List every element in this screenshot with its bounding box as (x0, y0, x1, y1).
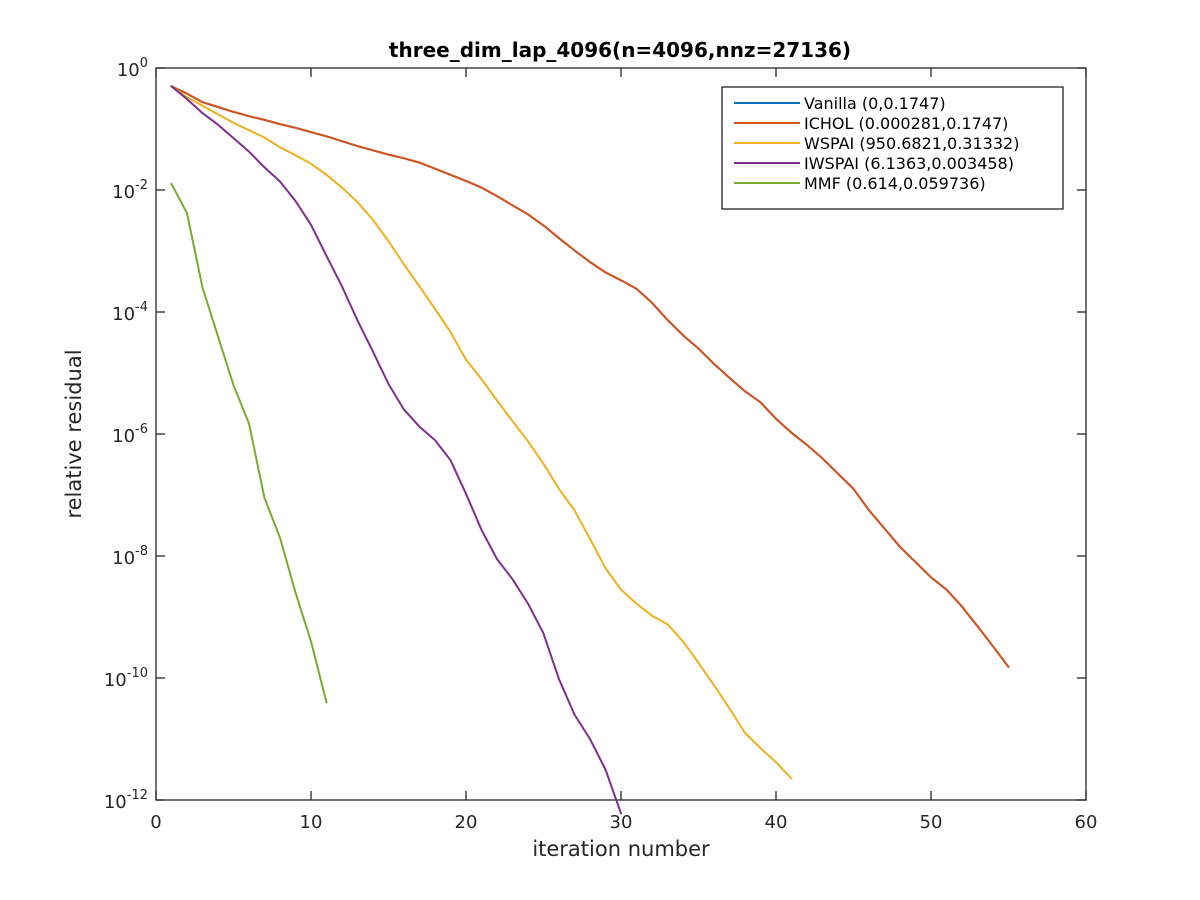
series-line-1 (170, 85, 1010, 668)
y-tick-exponent: -4 (135, 300, 148, 315)
y-tick-base: 10 (112, 426, 135, 447)
y-tick-base: 10 (112, 548, 135, 569)
chart-title: three_dim_lap_4096(n=4096,nnz=27136) (389, 38, 851, 62)
legend-label-2: WSPAI (950.6821,0.31332) (804, 134, 1019, 153)
x-axis-label: iteration number (532, 837, 710, 861)
y-tick-exponent: -10 (127, 666, 148, 681)
y-tick-label: 10-8 (112, 544, 148, 569)
y-axis-label: relative residual (62, 349, 86, 518)
legend-label-4: MMF (0.614,0.059736) (804, 174, 986, 193)
legend-label-3: IWSPAI (6.1363,0.003458) (804, 154, 1014, 173)
y-tick-base: 10 (104, 792, 127, 813)
y-tick-base: 10 (112, 304, 135, 325)
y-tick-base: 10 (112, 182, 135, 203)
x-tick-label: 0 (150, 812, 161, 833)
y-tick-base: 10 (104, 670, 127, 691)
y-tick-exponent: -8 (135, 544, 148, 559)
legend-label-0: Vanilla (0,0.1747) (804, 94, 946, 113)
series-lines (170, 85, 1010, 815)
y-tick-exponent: -2 (135, 178, 148, 193)
series-line-3 (170, 85, 622, 815)
legend-label-1: ICHOL (0.000281,0.1747) (804, 114, 1008, 133)
y-tick-label: 10-12 (104, 788, 148, 813)
series-line-4 (170, 182, 328, 704)
y-tick-label: 10-6 (112, 422, 148, 447)
y-tick-exponent: -12 (127, 788, 148, 803)
y-tick-label: 10-4 (112, 300, 148, 325)
y-tick-exponent: 0 (140, 56, 148, 71)
legend-box (721, 86, 1064, 210)
y-tick-label: 10-10 (104, 666, 148, 691)
legend: Vanilla (0,0.1747)ICHOL (0.000281,0.1747… (721, 86, 1064, 210)
y-tick-label: 100 (117, 56, 148, 81)
x-tick-label: 50 (920, 812, 943, 833)
x-tick-label: 20 (455, 812, 478, 833)
axis-ticks: 0 10 20 30 40 50 6010010-210-410-610-810-1010-… (104, 56, 1098, 833)
x-tick-label: 60 (1075, 812, 1098, 833)
x-tick-label: 10 (300, 812, 323, 833)
x-tick-label: 40 (765, 812, 788, 833)
y-tick-label: 10-2 (112, 178, 148, 203)
series-line-2 (170, 85, 793, 780)
y-tick-exponent: -6 (135, 422, 148, 437)
y-tick-base: 10 (117, 60, 140, 81)
x-tick-label: 30 (610, 812, 633, 833)
